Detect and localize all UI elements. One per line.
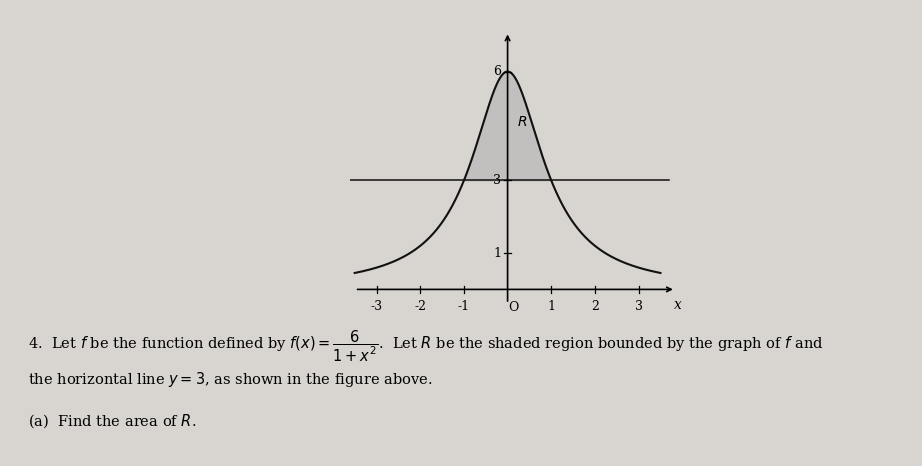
Text: -3: -3 [371, 300, 383, 313]
Text: O: O [508, 301, 518, 314]
Text: 1: 1 [493, 247, 501, 260]
Text: 3: 3 [493, 174, 501, 187]
Text: the horizontal line $y = 3$, as shown in the figure above.: the horizontal line $y = 3$, as shown in… [28, 370, 432, 390]
Text: 2: 2 [591, 300, 599, 313]
Text: 1: 1 [548, 300, 555, 313]
Text: (a)  Find the area of $R$.: (a) Find the area of $R$. [28, 412, 196, 430]
Text: 4.  Let $f$ be the function defined by $f(x) = \dfrac{6}{1+x^2}$.  Let $R$ be th: 4. Let $f$ be the function defined by $f… [28, 329, 823, 364]
Text: 6: 6 [493, 65, 501, 78]
Text: $R$: $R$ [517, 116, 527, 130]
Text: 3: 3 [634, 300, 643, 313]
Text: -1: -1 [458, 300, 470, 313]
Text: -2: -2 [414, 300, 426, 313]
Text: x: x [674, 299, 682, 313]
